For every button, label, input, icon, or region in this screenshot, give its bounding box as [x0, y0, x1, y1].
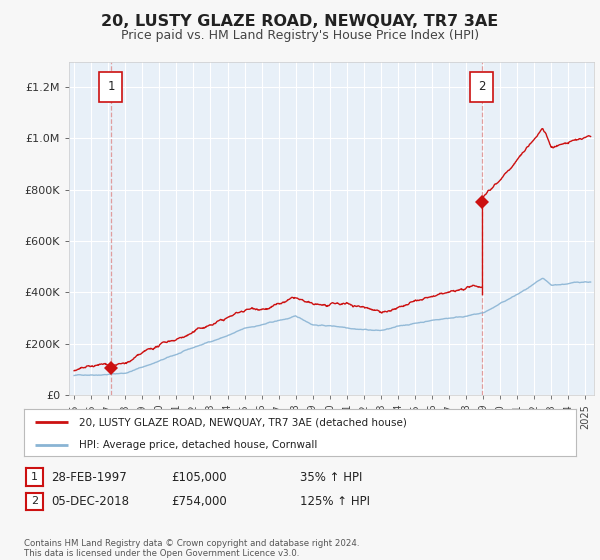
Text: Contains HM Land Registry data © Crown copyright and database right 2024.
This d: Contains HM Land Registry data © Crown c…	[24, 539, 359, 558]
Text: 1: 1	[31, 472, 38, 482]
Text: 20, LUSTY GLAZE ROAD, NEWQUAY, TR7 3AE: 20, LUSTY GLAZE ROAD, NEWQUAY, TR7 3AE	[101, 14, 499, 29]
Text: Price paid vs. HM Land Registry's House Price Index (HPI): Price paid vs. HM Land Registry's House …	[121, 29, 479, 42]
Text: £105,000: £105,000	[171, 470, 227, 484]
FancyBboxPatch shape	[470, 72, 493, 101]
Text: 125% ↑ HPI: 125% ↑ HPI	[300, 494, 370, 508]
Text: 2: 2	[31, 496, 38, 506]
Text: HPI: Average price, detached house, Cornwall: HPI: Average price, detached house, Corn…	[79, 440, 317, 450]
Text: 1: 1	[107, 80, 115, 93]
Text: 2: 2	[478, 80, 485, 93]
Text: 28-FEB-1997: 28-FEB-1997	[51, 470, 127, 484]
Text: 35% ↑ HPI: 35% ↑ HPI	[300, 470, 362, 484]
Text: 05-DEC-2018: 05-DEC-2018	[51, 494, 129, 508]
FancyBboxPatch shape	[100, 72, 122, 101]
Text: 20, LUSTY GLAZE ROAD, NEWQUAY, TR7 3AE (detached house): 20, LUSTY GLAZE ROAD, NEWQUAY, TR7 3AE (…	[79, 417, 407, 427]
Text: £754,000: £754,000	[171, 494, 227, 508]
